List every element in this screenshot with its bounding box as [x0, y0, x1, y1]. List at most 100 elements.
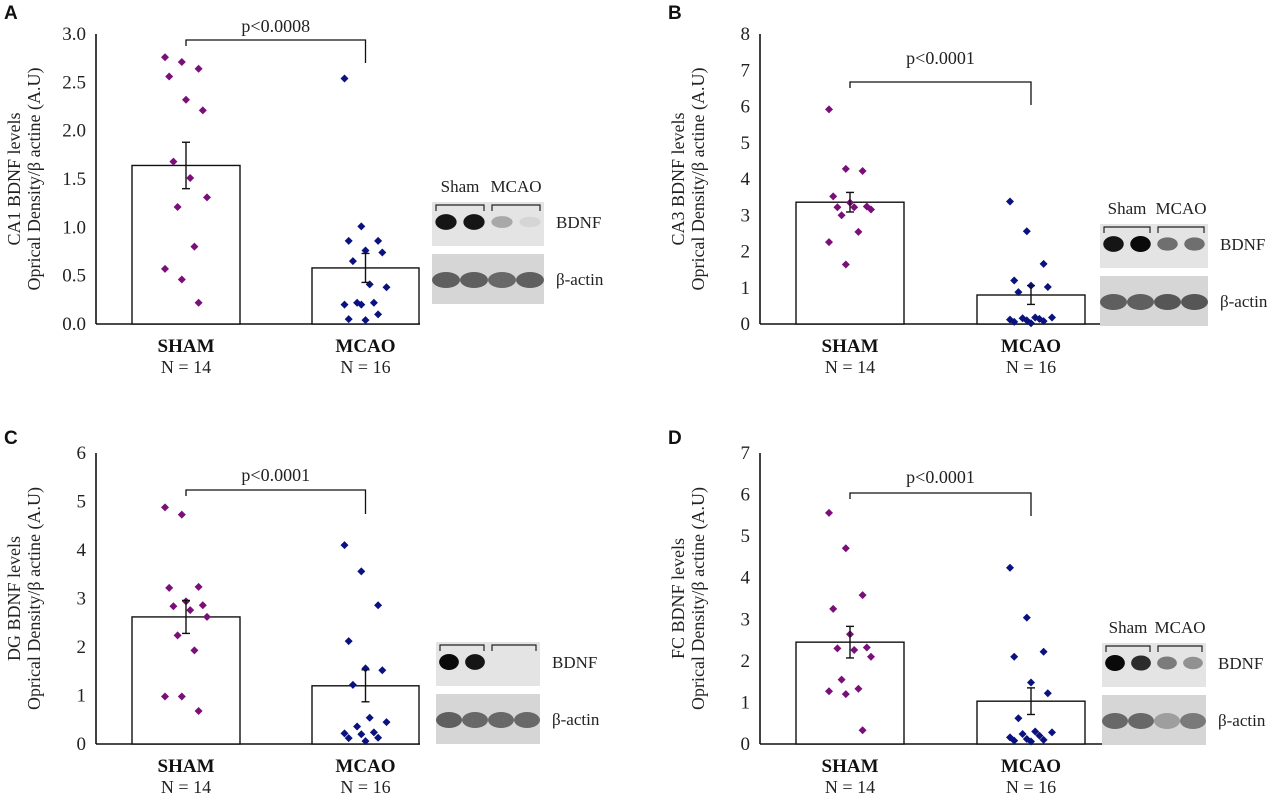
p-value-label: p<0.0001: [906, 467, 975, 487]
data-point-mcao: [357, 300, 366, 309]
x-category-label: MCAO: [1001, 336, 1061, 357]
blot-row-label-bdnf: BDNF: [556, 213, 601, 232]
y-tick-label: 6: [77, 443, 87, 464]
y-tick-label: 3: [741, 205, 751, 226]
y-tick-label: 6: [741, 97, 751, 118]
data-point-sham: [165, 583, 174, 592]
data-point-sham: [858, 167, 867, 176]
blot-row-label-actin: β-actin: [1220, 292, 1268, 311]
bar-sham: [795, 641, 905, 745]
data-point-sham: [194, 298, 203, 307]
error-bar-sham: [182, 599, 190, 635]
blot-band-actin: [1181, 294, 1208, 310]
blot-row-label-actin: β-actin: [1218, 711, 1266, 730]
blot-group-label: Sham: [441, 177, 480, 196]
panel-letter: C: [4, 428, 18, 449]
blot-group-label: Sham: [1108, 199, 1147, 218]
sample-size-label: N = 14: [825, 357, 875, 377]
blot-band-bdnf: [491, 216, 513, 228]
x-category-label: MCAO: [335, 336, 395, 357]
data-point-mcao: [1027, 737, 1035, 746]
data-point-mcao: [361, 316, 370, 325]
bar-sham: [131, 616, 241, 745]
data-point-mcao: [378, 248, 387, 257]
data-point-sham: [841, 544, 850, 553]
data-point-mcao: [374, 236, 383, 245]
blot-row-label-actin: β-actin: [556, 270, 604, 289]
y-tick-label: 0: [741, 314, 751, 335]
significance-bracket: [849, 81, 1032, 105]
blot-band-actin: [488, 272, 516, 288]
data-point-sham: [858, 726, 867, 735]
y-tick-label: 6: [741, 485, 751, 506]
bar-sham: [131, 164, 241, 325]
blot-lane-bracket: [1103, 226, 1151, 233]
data-point-sham: [186, 606, 195, 615]
data-point-sham: [867, 205, 875, 214]
blot-band-bdnf: [439, 654, 459, 670]
x-category-label: MCAO: [1001, 756, 1061, 777]
data-point-sham: [198, 601, 207, 610]
blot-lane-bracket: [491, 644, 537, 651]
data-point-mcao: [344, 236, 353, 245]
blot-row-label-bdnf: BDNF: [1220, 235, 1265, 254]
data-point-mcao: [340, 74, 349, 83]
sample-size-label: N = 16: [340, 777, 390, 797]
y-tick-label: 0.0: [62, 314, 86, 335]
data-point-mcao: [361, 246, 370, 255]
error-bar-mcao: [1027, 687, 1035, 716]
data-point-mcao: [1035, 731, 1044, 740]
data-point-mcao: [1014, 714, 1023, 723]
blot-band-actin: [514, 712, 540, 728]
sample-size-label: N = 16: [1006, 357, 1056, 377]
data-point-mcao: [357, 567, 366, 576]
y-tick-label: 2: [77, 637, 87, 658]
blot-band-actin: [1100, 294, 1127, 310]
blot-band-actin: [1102, 713, 1128, 729]
data-point-sham: [173, 631, 182, 640]
data-point-mcao: [382, 283, 391, 292]
data-point-mcao: [340, 729, 349, 738]
blot-band-actin: [462, 712, 488, 728]
data-point-sham: [194, 582, 203, 591]
y-axis-label-line1: DG BDNF levels: [4, 536, 24, 661]
data-point-mcao: [344, 637, 353, 646]
western-blot-inset: Sham MCAO BDNF β-actin: [1100, 199, 1268, 326]
blot-row-label-actin: β-actin: [552, 710, 600, 729]
data-point-sham: [190, 646, 199, 655]
panel-c: C DG BDNF levels Oprical Density/β actine …: [4, 428, 600, 797]
blot-band-bdnf: [1183, 656, 1203, 670]
y-tick-label: 0: [741, 734, 751, 755]
data-point-mcao: [1048, 728, 1056, 737]
data-point-sham: [173, 203, 182, 212]
data-point-mcao: [378, 666, 387, 675]
blot-lane-bracket: [491, 204, 541, 211]
data-point-sham: [203, 193, 211, 202]
data-point-sham: [177, 692, 186, 701]
data-point-sham: [841, 164, 850, 173]
blot-lane-bracket: [1157, 226, 1205, 233]
panel-letter: D: [668, 428, 682, 449]
data-point-sham: [833, 203, 842, 212]
data-point-mcao: [1031, 727, 1040, 736]
data-point-mcao: [353, 722, 362, 731]
data-point-sham: [867, 652, 875, 661]
data-point-mcao: [1039, 735, 1048, 744]
blot-group-label: MCAO: [490, 177, 541, 196]
blot-row-label-bdnf: BDNF: [552, 653, 597, 672]
blot-band-bdnf: [1131, 655, 1151, 671]
blot-band-actin: [1127, 294, 1154, 310]
data-point-sham: [825, 238, 833, 247]
panel-letter: A: [4, 3, 18, 24]
data-point-sham: [837, 211, 846, 220]
data-point-mcao: [1039, 647, 1048, 656]
data-point-mcao: [1010, 276, 1019, 285]
data-point-mcao: [374, 733, 383, 742]
y-tick-label: 2: [741, 242, 751, 263]
blot-band-actin: [1128, 713, 1154, 729]
blot-band-bdnf: [463, 214, 485, 230]
blot-band-bdnf: [465, 654, 485, 670]
blot-group-label: MCAO: [1155, 199, 1206, 218]
data-point-sham: [841, 690, 850, 699]
y-tick-label: 5: [77, 492, 87, 513]
